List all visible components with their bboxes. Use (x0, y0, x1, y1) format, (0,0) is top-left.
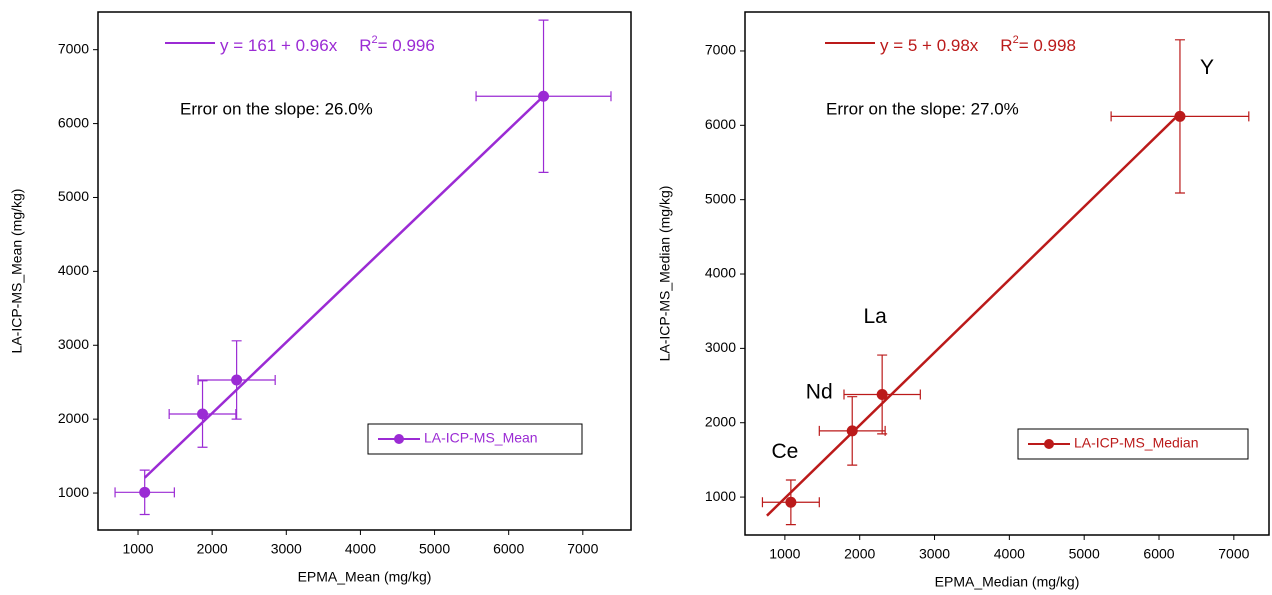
data-point (231, 374, 243, 386)
x-tick-label: 2000 (197, 541, 228, 557)
slope-error: Error on the slope: 26.0% (180, 99, 373, 118)
y-axis-title: LA-ICP-MS_Mean (mg/kg) (9, 189, 25, 354)
y-tick-label: 5000 (58, 188, 89, 204)
y-tick-label: 4000 (58, 262, 89, 278)
data-point (785, 496, 797, 508)
panel: 1000 2000 3000 4000 5000 6000 7000 1000 2000 3000… (9, 11, 632, 585)
x-tick-label: 2000 (844, 546, 875, 562)
x-tick-label: 5000 (419, 541, 450, 557)
data-point (538, 90, 550, 102)
r2-sup: 2 (371, 34, 377, 46)
y-tick-label: 1000 (58, 484, 89, 500)
x-tick-label: 1000 (122, 541, 153, 557)
data-point (846, 425, 858, 437)
r2-value: = 0.998 (1019, 36, 1076, 55)
y-tick-label: 2000 (705, 413, 736, 429)
y-tick-label: 2000 (58, 410, 89, 426)
x-tick-label: 1000 (769, 546, 800, 562)
x-axis-title: EPMA_Median (mg/kg) (935, 574, 1080, 590)
point-label: Nd (806, 380, 833, 403)
data-point (197, 408, 209, 420)
equation-annotation: y = 5 + 0.98x R2= 0.998 (880, 34, 1076, 56)
r2-label: R (1000, 36, 1012, 55)
x-tick-label: 7000 (1218, 546, 1249, 562)
equation: y = 5 + 0.98x (880, 36, 979, 55)
data-point (139, 486, 151, 498)
x-tick-label: 7000 (567, 541, 598, 557)
legend-label: LA-ICP-MS_Median (1074, 435, 1199, 451)
data-point (876, 388, 888, 400)
y-tick-label: 7000 (58, 40, 89, 56)
x-tick-label: 3000 (271, 541, 302, 557)
y-tick-label: 3000 (705, 339, 736, 355)
fit-line (766, 112, 1181, 517)
fit-line (143, 95, 545, 479)
x-tick-label: 4000 (994, 546, 1025, 562)
x-axis-title: EPMA_Mean (mg/kg) (298, 569, 432, 585)
y-tick-label: 3000 (58, 336, 89, 352)
point-label: La (863, 305, 887, 328)
y-tick-label: 5000 (705, 190, 736, 206)
y-tick-label: 7000 (705, 42, 736, 58)
y-axis-title: LA-ICP-MS_Median (mg/kg) (657, 186, 673, 362)
equation-annotation: y = 161 + 0.96x R2= 0.996 (220, 34, 435, 56)
point-label: Y (1200, 56, 1214, 79)
plot-frame (744, 11, 1270, 536)
point-label: Ce (771, 440, 798, 463)
r2-value: = 0.996 (378, 36, 435, 55)
x-tick-label: 3000 (919, 546, 950, 562)
slope-error: Error on the slope: 27.0% (826, 99, 1019, 118)
y-tick-label: 6000 (58, 114, 89, 130)
x-tick-label: 6000 (1143, 546, 1174, 562)
data-point (1174, 110, 1186, 122)
x-tick-label: 4000 (345, 541, 376, 557)
r2-sup: 2 (1013, 34, 1019, 46)
x-tick-label: 5000 (1069, 546, 1100, 562)
x-tick-label: 6000 (493, 541, 524, 557)
legend-label: LA-ICP-MS_Mean (424, 430, 538, 446)
r2-label: R (359, 36, 371, 55)
legend-marker (394, 434, 404, 444)
legend-marker (1044, 439, 1054, 449)
y-tick-label: 4000 (705, 265, 736, 281)
y-tick-label: 6000 (705, 116, 736, 132)
y-tick-label: 1000 (705, 488, 736, 504)
panel: 1000 2000 3000 4000 5000 6000 7000 1000 2000 3000… (657, 11, 1270, 590)
equation: y = 161 + 0.96x (220, 36, 338, 55)
